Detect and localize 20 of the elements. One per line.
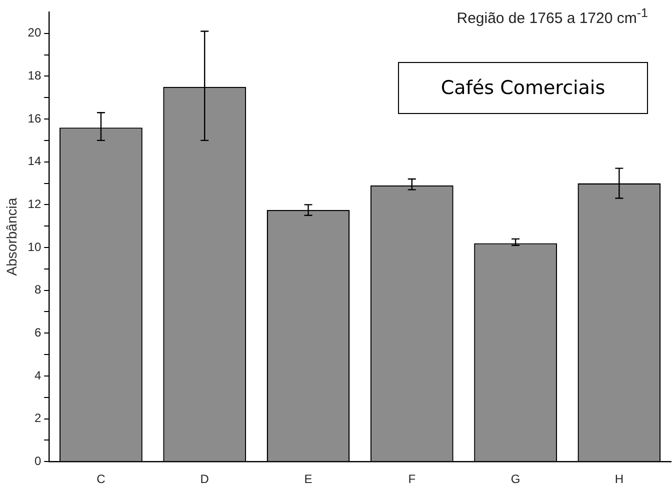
y-tick-label: 8	[34, 282, 42, 297]
x-tick-label: G	[510, 472, 520, 486]
x-tick-label: E	[304, 472, 312, 486]
chart-title: Região de 1765 a 1720 cm$^{-1}$	[456, 6, 648, 27]
text-frame: Cafés Comerciais	[398, 62, 648, 114]
y-tick-label: 4	[34, 368, 42, 382]
y-tick-label: 0	[34, 454, 42, 468]
x-tick-label: F	[408, 472, 416, 486]
y-axis-title: Absorbância	[3, 198, 20, 276]
y-tick-label: 18	[28, 68, 42, 83]
x-tick-label: H	[614, 472, 624, 486]
y-tick-label: 6	[34, 325, 42, 340]
y-tick-label: 14	[28, 154, 42, 168]
y-tick-label: 20	[28, 26, 42, 40]
y-tick-label: 2	[34, 411, 42, 426]
x-tick-label: D	[200, 472, 210, 486]
y-tick-label: 10	[28, 240, 42, 254]
x-tick-label: C	[96, 472, 106, 486]
y-tick-label: 16	[28, 111, 42, 126]
y-tick-label: 12	[28, 197, 42, 211]
